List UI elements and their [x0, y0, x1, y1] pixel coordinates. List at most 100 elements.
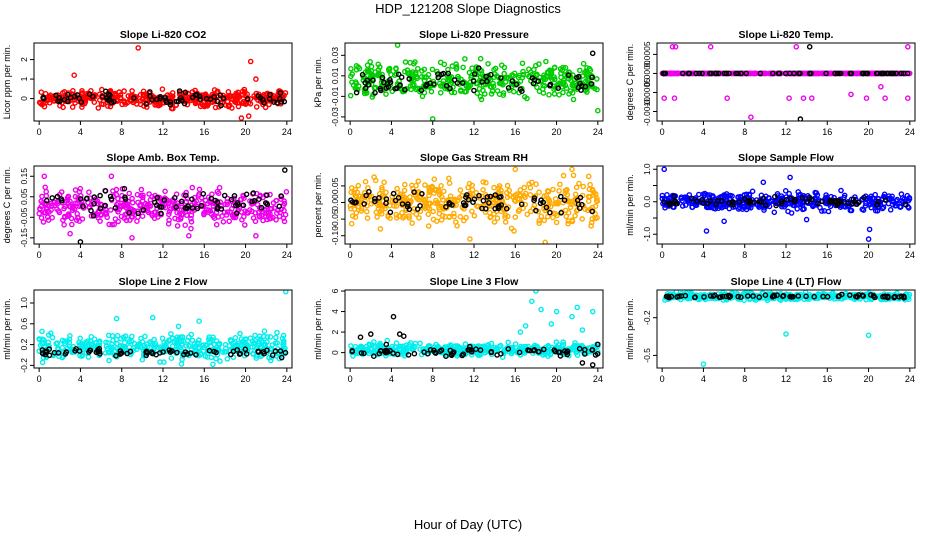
x-tick-label: 0 [660, 250, 665, 260]
data-point [471, 212, 478, 219]
data-point [129, 199, 136, 206]
data-point [527, 191, 534, 198]
data-point [529, 179, 535, 186]
data-point [445, 77, 452, 83]
data-point [468, 348, 475, 355]
data-point [815, 291, 822, 297]
x-tick-label: 0 [37, 374, 42, 384]
data-point [551, 64, 558, 71]
data-point [180, 338, 187, 344]
data-points [347, 166, 601, 244]
data-point [686, 70, 692, 77]
data-point [59, 344, 66, 351]
data-point [170, 105, 176, 112]
data-point [372, 177, 379, 184]
data-point [853, 293, 859, 300]
data-point [505, 346, 512, 352]
data-point [129, 214, 136, 220]
data-point [498, 208, 505, 215]
data-point [509, 78, 516, 84]
data-point [906, 196, 913, 202]
y-tick-label: 0.0000 [642, 60, 652, 86]
data-point [498, 75, 504, 81]
data-point [401, 86, 408, 93]
data-point [699, 196, 705, 203]
data-point [179, 356, 185, 363]
data-point [747, 198, 754, 205]
data-point [193, 91, 200, 98]
data-point [544, 346, 551, 353]
data-point [352, 186, 359, 193]
data-point [229, 105, 235, 111]
data-point [225, 89, 232, 95]
data-point [231, 192, 238, 199]
data-point [140, 91, 147, 98]
data-point [108, 99, 115, 106]
data-point [39, 340, 45, 347]
data-point [80, 342, 87, 348]
data-point [524, 95, 530, 102]
data-point [67, 198, 73, 205]
x-tick-label: 4 [78, 250, 83, 260]
data-point [901, 196, 908, 202]
x-tick-label: 20 [241, 374, 251, 384]
chart-panel-3: Slope Li-820 Temp.degrees C per min.0 4 8 1… [625, 29, 916, 137]
outlier-point [283, 290, 289, 295]
data-point [466, 69, 473, 76]
data-point [105, 91, 112, 98]
data-point [364, 77, 371, 84]
data-point [402, 59, 409, 65]
data-point [774, 190, 781, 197]
data-point [112, 348, 119, 354]
y-axis-label: ml/min per min. [2, 298, 12, 360]
outlier-point [529, 298, 535, 305]
data-point [667, 201, 673, 208]
y-tick-label: 6 [330, 288, 340, 293]
data-point [137, 92, 144, 98]
data-point [721, 70, 728, 77]
data-point [347, 92, 354, 99]
data-point [239, 92, 246, 98]
data-point [107, 193, 114, 200]
y-tick-label: 0.05 [19, 188, 29, 205]
data-point [692, 294, 698, 300]
data-point [364, 215, 371, 221]
data-point [41, 201, 48, 208]
data-point [587, 181, 593, 188]
data-point [53, 92, 59, 99]
data-point [100, 101, 106, 108]
data-point [252, 340, 258, 347]
data-point [182, 192, 189, 199]
data-point [165, 211, 172, 218]
data-point [54, 201, 61, 207]
data-point [138, 202, 144, 209]
data-point [492, 192, 499, 198]
data-point [136, 340, 143, 347]
data-point [242, 346, 249, 353]
x-tick-label: 8 [742, 127, 747, 137]
data-point [158, 210, 164, 217]
data-point [362, 85, 369, 92]
outlier-point [703, 228, 710, 234]
data-point [118, 213, 125, 220]
data-point [421, 66, 428, 73]
outlier-point [357, 334, 364, 341]
data-point [500, 90, 507, 96]
data-point [67, 332, 73, 339]
data-point [366, 342, 373, 348]
data-point [866, 202, 873, 208]
data-point [589, 74, 595, 81]
data-point [576, 180, 582, 187]
data-point [59, 354, 66, 361]
data-point [486, 200, 492, 206]
data-point [269, 352, 276, 359]
data-point [451, 89, 458, 96]
data-point [65, 193, 72, 200]
data-point [267, 334, 274, 340]
outlier-point [661, 166, 668, 173]
data-point [491, 219, 498, 225]
data-point [276, 213, 283, 220]
data-point [234, 347, 240, 353]
data-point [255, 349, 262, 355]
data-point [462, 341, 469, 347]
